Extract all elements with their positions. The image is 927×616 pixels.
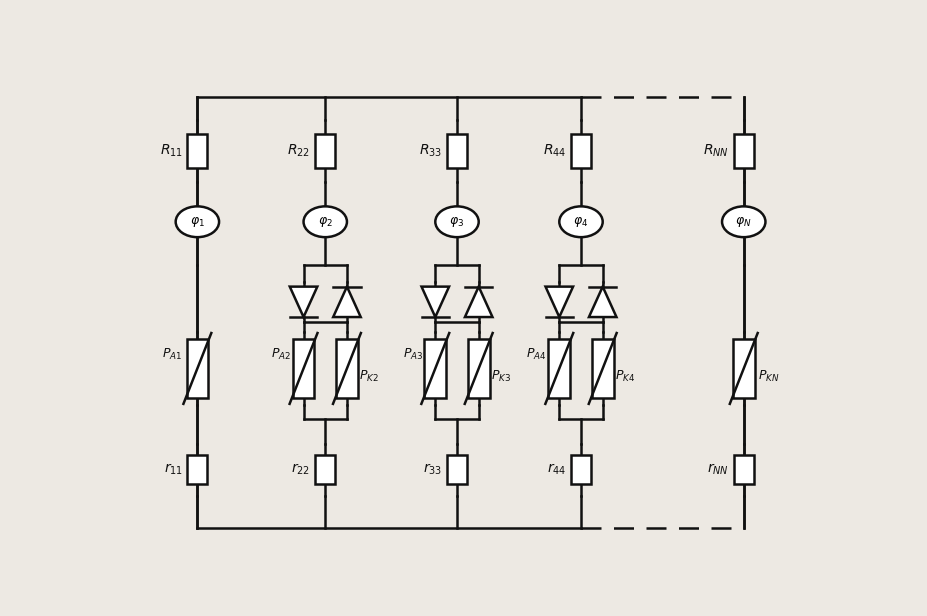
- Text: $\varphi_3$: $\varphi_3$: [449, 215, 464, 229]
- Text: $\mathit{R_{44}}$: $\mathit{R_{44}}$: [542, 143, 565, 159]
- Bar: [733, 455, 753, 484]
- Polygon shape: [333, 286, 361, 317]
- Text: $P_{KN}$: $P_{KN}$: [756, 368, 779, 384]
- Bar: [570, 455, 590, 484]
- Text: $\mathit{R_{33}}$: $\mathit{R_{33}}$: [419, 143, 442, 159]
- Bar: [315, 134, 335, 168]
- Polygon shape: [421, 286, 449, 317]
- Text: $P_{K2}$: $P_{K2}$: [359, 368, 379, 384]
- Text: $\mathit{r_{11}}$: $\mathit{r_{11}}$: [163, 462, 183, 477]
- Bar: [292, 339, 314, 398]
- Ellipse shape: [303, 206, 347, 237]
- Text: $\varphi_2$: $\varphi_2$: [317, 215, 332, 229]
- Bar: [187, 134, 208, 168]
- Ellipse shape: [175, 206, 219, 237]
- Text: $\mathit{r_{22}}$: $\mathit{r_{22}}$: [291, 462, 311, 477]
- Text: $P_{A3}$: $P_{A3}$: [402, 347, 423, 362]
- Polygon shape: [545, 286, 573, 317]
- Bar: [467, 339, 489, 398]
- Bar: [733, 134, 753, 168]
- Polygon shape: [289, 286, 317, 317]
- Text: $\varphi_4$: $\varphi_4$: [573, 215, 588, 229]
- Text: $\mathit{r_{33}}$: $\mathit{r_{33}}$: [423, 462, 442, 477]
- Bar: [548, 339, 569, 398]
- Text: $\mathit{r_{44}}$: $\mathit{r_{44}}$: [546, 462, 565, 477]
- Bar: [315, 455, 335, 484]
- Ellipse shape: [559, 206, 602, 237]
- Text: $\mathit{R_{NN}}$: $\mathit{R_{NN}}$: [703, 143, 729, 159]
- Text: $\varphi_1$: $\varphi_1$: [190, 215, 205, 229]
- Text: $P_{K4}$: $P_{K4}$: [615, 368, 635, 384]
- Bar: [336, 339, 358, 398]
- Bar: [447, 455, 466, 484]
- Bar: [447, 134, 466, 168]
- Text: $\mathit{R_{11}}$: $\mathit{R_{11}}$: [159, 143, 183, 159]
- Text: $P_{A1}$: $P_{A1}$: [161, 347, 182, 362]
- Bar: [732, 339, 754, 398]
- Text: $P_{A2}$: $P_{A2}$: [271, 347, 291, 362]
- Bar: [187, 455, 208, 484]
- Polygon shape: [464, 286, 492, 317]
- Ellipse shape: [435, 206, 478, 237]
- Bar: [424, 339, 446, 398]
- Bar: [570, 134, 590, 168]
- Bar: [186, 339, 208, 398]
- Text: $\mathit{R_{22}}$: $\mathit{R_{22}}$: [287, 143, 311, 159]
- Text: $P_{A4}$: $P_{A4}$: [526, 347, 546, 362]
- Text: $\mathit{r_{NN}}$: $\mathit{r_{NN}}$: [706, 462, 729, 477]
- Polygon shape: [589, 286, 616, 317]
- Ellipse shape: [721, 206, 765, 237]
- Text: $\varphi_N$: $\varphi_N$: [735, 215, 751, 229]
- Bar: [591, 339, 613, 398]
- Text: $P_{K3}$: $P_{K3}$: [490, 368, 511, 384]
